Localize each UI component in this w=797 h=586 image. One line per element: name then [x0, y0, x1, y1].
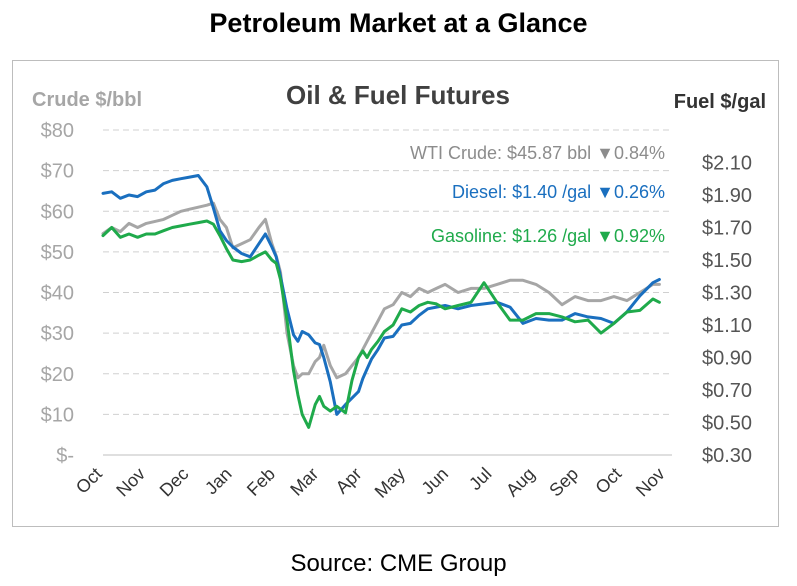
right-tick-label: $1.50	[702, 250, 752, 272]
gasoline-line	[101, 219, 661, 429]
right-tick-label: $0.90	[702, 348, 752, 370]
left-tick-label: $50	[41, 242, 74, 264]
x-tick-label: Jun	[418, 464, 453, 499]
x-tick-label: Jan	[201, 464, 236, 499]
left-tick-label: $20	[41, 364, 74, 386]
gridlines	[103, 129, 672, 456]
left-tick-label: $60	[41, 201, 74, 223]
left-tick-label: $70	[41, 161, 74, 183]
legend-entry: WTI Crude: $45.87 bbl ▼0.84%	[410, 143, 665, 163]
page-title: Petroleum Market at a Glance	[209, 8, 588, 38]
left-tick-label: $30	[41, 323, 74, 345]
x-tick-label: Aug	[502, 464, 539, 501]
right-tick-label: $2.10	[702, 153, 752, 175]
left-tick-label: $40	[41, 283, 74, 305]
x-tick-label: Sep	[545, 464, 582, 501]
x-tick-label: Oct	[72, 464, 106, 498]
chart-title: Oil & Fuel Futures	[286, 80, 510, 110]
right-tick-label: $0.70	[702, 380, 752, 402]
series-lines	[101, 174, 661, 429]
right-tick-label: $0.50	[702, 413, 752, 435]
x-tick-label: Jul	[465, 464, 495, 494]
right-tick-label: $0.30	[702, 445, 752, 467]
left-tick-label: $80	[41, 120, 74, 142]
x-tick-label: Mar	[286, 464, 322, 500]
legend: WTI Crude: $45.87 bbl ▼0.84% Diesel: $1.4…	[410, 143, 665, 246]
x-tick-label: Feb	[243, 464, 279, 500]
right-tick-label: $1.70	[702, 218, 752, 240]
left-tick-label: $10	[41, 404, 74, 426]
right-tick-label: $1.10	[702, 315, 752, 337]
chart-text: Oil & Fuel Futures Crude $/bbl Fuel $/ga…	[32, 80, 766, 113]
legend-entry: Gasoline: $1.26 /gal ▼0.92%	[431, 226, 665, 246]
left-tick-label: $-	[56, 445, 74, 467]
diesel-line	[101, 174, 661, 416]
legend-entry: Diesel: $1.40 /gal ▼0.26%	[452, 182, 665, 202]
x-tick-label: Dec	[156, 464, 193, 501]
right-tick-label: $1.30	[702, 283, 752, 305]
wti-crude-line	[101, 201, 661, 380]
x-tick-label: Oct	[591, 464, 625, 498]
source-note: Source: CME Group	[290, 550, 507, 577]
axes: $- $10 $20 $30 $40 $50 $60 $70 $80 $0.30 $0.50 $0.7…	[41, 120, 752, 502]
right-axis-label: Fuel $/gal	[674, 91, 766, 113]
right-tick-label: $1.90	[702, 185, 752, 207]
x-tick-label: Apr	[332, 464, 366, 498]
x-tick-label: May	[371, 464, 409, 502]
chart-frame	[12, 60, 779, 527]
x-tick-label: Nov	[112, 464, 149, 501]
left-axis-label: Crude $/bbl	[32, 89, 142, 111]
x-tick-label: Nov	[632, 464, 669, 501]
